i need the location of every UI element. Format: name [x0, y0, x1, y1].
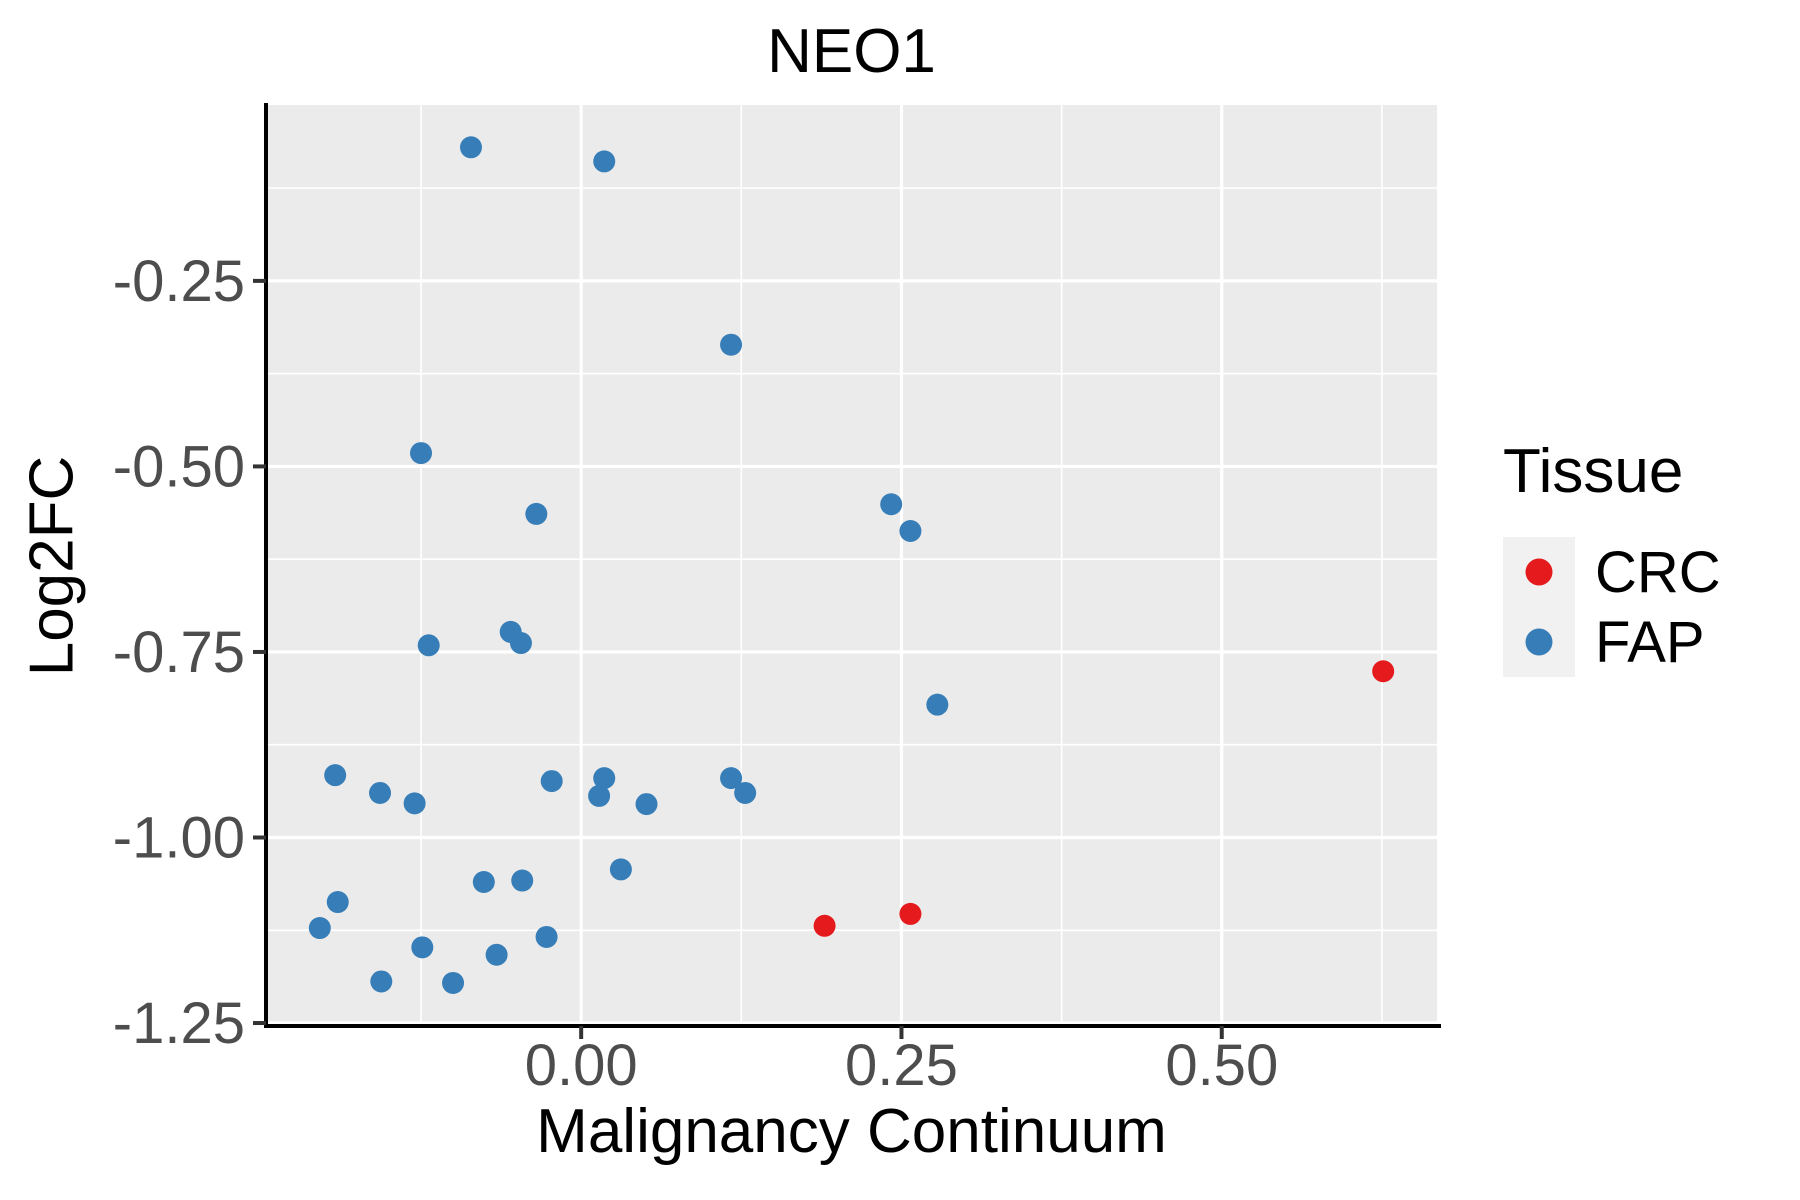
fap-dot-icon: [1525, 628, 1553, 656]
data-point-FAP: [635, 793, 658, 816]
data-point-FAP: [369, 781, 392, 804]
legend-title: Tissue: [1503, 437, 1684, 506]
plot-title: NEO1: [767, 17, 936, 86]
data-point-FAP: [442, 971, 465, 994]
legend-key-crc: [1503, 537, 1575, 607]
x-tick-labels: 0.00 0.25 0.50: [525, 1033, 1278, 1098]
data-point-FAP: [411, 936, 434, 959]
panel-background: [266, 105, 1437, 1026]
data-point-FAP: [720, 767, 743, 790]
x-tick-label: 0.50: [1165, 1033, 1278, 1098]
data-point-FAP: [609, 858, 632, 881]
crc-dot-icon: [1525, 558, 1553, 586]
axis-lines: [264, 103, 1441, 1028]
series-FAP: [308, 136, 949, 994]
major-gridlines: [266, 105, 1437, 1026]
data-point-FAP: [926, 693, 949, 716]
data-point-FAP: [410, 442, 433, 465]
data-point-FAP: [720, 333, 743, 356]
data-point-FAP: [324, 764, 347, 787]
data-point-FAP: [593, 767, 616, 790]
legend-label-crc: CRC: [1595, 539, 1721, 605]
y-tick-label: -0.75: [113, 620, 245, 685]
data-point-FAP: [370, 970, 393, 993]
y-tick-labels: -0.25 -0.50 -0.75 -1.00 -1.25: [113, 249, 245, 1056]
data-point-FAP: [525, 502, 548, 525]
data-point-FAP: [459, 136, 482, 159]
legend: Tissue CRC FAP: [1503, 436, 1721, 677]
data-point-FAP: [403, 792, 426, 815]
series-CRC: [813, 660, 1395, 937]
y-tick-label: -0.25: [113, 249, 245, 314]
data-point-FAP: [588, 784, 611, 807]
data-point-FAP: [899, 519, 922, 542]
y-tick-label: -0.50: [113, 434, 245, 499]
data-point-FAP: [326, 891, 349, 914]
legend-key-fap: [1503, 607, 1575, 677]
data-point-FAP: [485, 943, 508, 966]
data-point-FAP: [593, 150, 616, 173]
data-point-FAP: [509, 632, 532, 655]
legend-item-crc: CRC: [1503, 537, 1721, 607]
data-point-FAP: [417, 634, 440, 657]
minor-gridlines: [266, 105, 1437, 1026]
y-tick-label: -1.00: [113, 805, 245, 870]
data-point-FAP: [880, 493, 903, 516]
data-point-FAP: [308, 917, 331, 940]
y-axis-title: Log2FC: [17, 455, 87, 677]
data-point-FAP: [511, 869, 534, 892]
data-point-FAP: [540, 770, 563, 793]
x-tick-label: 0.00: [525, 1033, 638, 1098]
data-point-FAP: [472, 871, 495, 894]
y-tick-label: -1.25: [113, 991, 245, 1056]
legend-label-fap: FAP: [1595, 609, 1705, 675]
data-point-CRC: [899, 902, 922, 925]
legend-item-fap: FAP: [1503, 607, 1721, 677]
x-tick-label: 0.25: [845, 1033, 958, 1098]
x-axis-title: Malignancy Continuum: [536, 1097, 1167, 1166]
data-point-CRC: [1372, 660, 1395, 683]
data-point-CRC: [813, 914, 836, 937]
data-point-FAP: [535, 925, 558, 948]
data-point-FAP: [734, 781, 757, 804]
tick-marks: [253, 278, 1224, 1039]
